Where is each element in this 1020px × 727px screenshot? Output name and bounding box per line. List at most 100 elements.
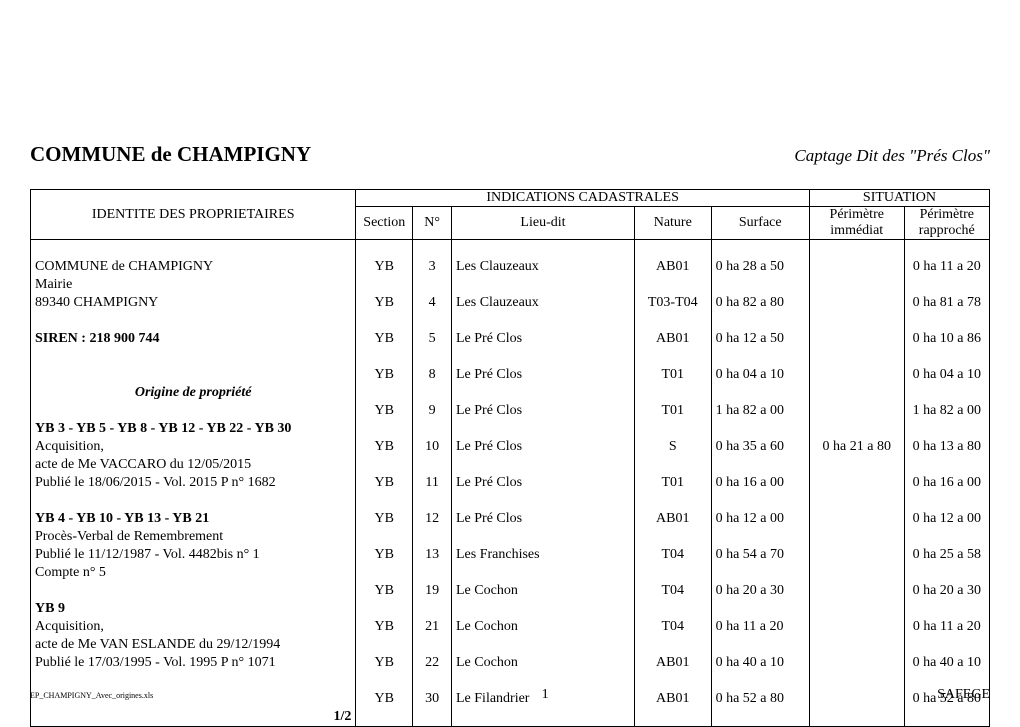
cell-identity: 1/2 bbox=[31, 708, 356, 727]
cell-num: 11 bbox=[413, 474, 452, 492]
cell-perim-rapproche: 0 ha 10 a 86 bbox=[904, 330, 989, 348]
cell-nature bbox=[634, 312, 711, 330]
col-indications: INDICATIONS CADASTRALES bbox=[356, 190, 810, 207]
cell-surface bbox=[711, 636, 809, 654]
cell-surface: 0 ha 16 a 00 bbox=[711, 474, 809, 492]
cell-identity: Origine de propriété bbox=[31, 384, 356, 402]
cell-section bbox=[356, 384, 413, 402]
cell-perim-immediat bbox=[809, 366, 904, 384]
table-row: Mairie bbox=[31, 276, 990, 294]
cell-perim-immediat bbox=[809, 258, 904, 276]
cell-perim-rapproche bbox=[904, 600, 989, 618]
cell-nature bbox=[634, 708, 711, 727]
cell-nature: AB01 bbox=[634, 330, 711, 348]
cell-section: YB bbox=[356, 258, 413, 276]
cell-perim-rapproche: 0 ha 81 a 78 bbox=[904, 294, 989, 312]
cell-section bbox=[356, 636, 413, 654]
cell-perim-rapproche bbox=[904, 492, 989, 510]
cell-identity: YB 4 - YB 10 - YB 13 - YB 21 bbox=[31, 510, 356, 528]
cell-section: YB bbox=[356, 438, 413, 456]
col-identity: IDENTITE DES PROPRIETAIRES bbox=[31, 190, 356, 240]
cell-identity: Mairie bbox=[31, 276, 356, 294]
cell-identity bbox=[31, 366, 356, 384]
cell-perim-immediat bbox=[809, 564, 904, 582]
document-page: COMMUNE de CHAMPIGNY Captage Dit des "Pr… bbox=[0, 0, 1020, 721]
cell-surface bbox=[711, 348, 809, 366]
cell-perim-rapproche: 0 ha 11 a 20 bbox=[904, 258, 989, 276]
cell-surface bbox=[711, 492, 809, 510]
col-perim-i-1: Périmètre bbox=[809, 207, 904, 224]
cell-identity bbox=[31, 402, 356, 420]
cell-lieudit: Le Pré Clos bbox=[452, 366, 635, 384]
cell-section: YB bbox=[356, 402, 413, 420]
cell-identity: Compte n° 5 bbox=[31, 564, 356, 582]
cell-section bbox=[356, 456, 413, 474]
cell-perim-immediat bbox=[809, 546, 904, 564]
table-row: Procès-Verbal de Remembrement bbox=[31, 528, 990, 546]
cell-nature bbox=[634, 384, 711, 402]
cell-num: 3 bbox=[413, 258, 452, 276]
cell-identity: YB 3 - YB 5 - YB 8 - YB 12 - YB 22 - YB … bbox=[31, 420, 356, 438]
cell-identity: Procès-Verbal de Remembrement bbox=[31, 528, 356, 546]
cell-perim-rapproche: 1 ha 82 a 00 bbox=[904, 402, 989, 420]
cell-lieudit bbox=[452, 420, 635, 438]
cell-perim-immediat bbox=[809, 312, 904, 330]
cell-section bbox=[356, 348, 413, 366]
cell-perim-rapproche: 0 ha 20 a 30 bbox=[904, 582, 989, 600]
cell-section bbox=[356, 564, 413, 582]
cell-perim-immediat bbox=[809, 636, 904, 654]
cell-identity bbox=[31, 312, 356, 330]
cell-num bbox=[413, 384, 452, 402]
cell-surface: 0 ha 82 a 80 bbox=[711, 294, 809, 312]
cell-surface: 0 ha 40 a 10 bbox=[711, 654, 809, 672]
cell-lieudit bbox=[452, 492, 635, 510]
cell-lieudit bbox=[452, 600, 635, 618]
cell-lieudit: Le Cochon bbox=[452, 618, 635, 636]
cell-num: 19 bbox=[413, 582, 452, 600]
cell-num bbox=[413, 708, 452, 727]
cell-perim-rapproche: 0 ha 11 a 20 bbox=[904, 618, 989, 636]
cell-surface: 0 ha 28 a 50 bbox=[711, 258, 809, 276]
cell-surface bbox=[711, 384, 809, 402]
cell-nature: AB01 bbox=[634, 258, 711, 276]
cell-num bbox=[413, 240, 452, 259]
col-surface: Surface bbox=[711, 207, 809, 240]
cell-nature: T01 bbox=[634, 402, 711, 420]
cell-identity: acte de Me VAN ESLANDE du 29/12/1994 bbox=[31, 636, 356, 654]
table-row: YB9Le Pré ClosT011 ha 82 a 001 ha 82 a 0… bbox=[31, 402, 990, 420]
cell-identity: Publié le 11/12/1987 - Vol. 4482bis n° 1 bbox=[31, 546, 356, 564]
cell-num: 5 bbox=[413, 330, 452, 348]
cell-nature bbox=[634, 528, 711, 546]
cell-surface: 0 ha 12 a 00 bbox=[711, 510, 809, 528]
cell-surface: 0 ha 04 a 10 bbox=[711, 366, 809, 384]
cell-perim-immediat bbox=[809, 330, 904, 348]
cell-num bbox=[413, 276, 452, 294]
col-section: Section bbox=[356, 207, 413, 240]
cell-perim-rapproche bbox=[904, 564, 989, 582]
col-num: N° bbox=[413, 207, 452, 240]
cell-surface bbox=[711, 240, 809, 259]
cell-perim-immediat bbox=[809, 384, 904, 402]
cell-section bbox=[356, 528, 413, 546]
cell-nature bbox=[634, 492, 711, 510]
cell-nature: AB01 bbox=[634, 654, 711, 672]
cell-lieudit bbox=[452, 348, 635, 366]
cell-section bbox=[356, 492, 413, 510]
cell-num: 22 bbox=[413, 654, 452, 672]
cell-perim-immediat bbox=[809, 618, 904, 636]
cell-surface bbox=[711, 564, 809, 582]
cell-nature bbox=[634, 564, 711, 582]
cell-perim-immediat bbox=[809, 654, 904, 672]
cell-nature: T04 bbox=[634, 618, 711, 636]
cell-surface bbox=[711, 528, 809, 546]
cell-identity: acte de Me VACCARO du 12/05/2015 bbox=[31, 456, 356, 474]
cell-perim-rapproche bbox=[904, 636, 989, 654]
cell-perim-rapproche bbox=[904, 348, 989, 366]
cell-identity: Acquisition, bbox=[31, 618, 356, 636]
cell-lieudit bbox=[452, 456, 635, 474]
table-row: YB 4 - YB 10 - YB 13 - YB 21YB12Le Pré C… bbox=[31, 510, 990, 528]
cell-lieudit: Les Clauzeaux bbox=[452, 294, 635, 312]
table-row: acte de Me VACCARO du 12/05/2015 bbox=[31, 456, 990, 474]
cell-perim-immediat bbox=[809, 510, 904, 528]
col-nature: Nature bbox=[634, 207, 711, 240]
